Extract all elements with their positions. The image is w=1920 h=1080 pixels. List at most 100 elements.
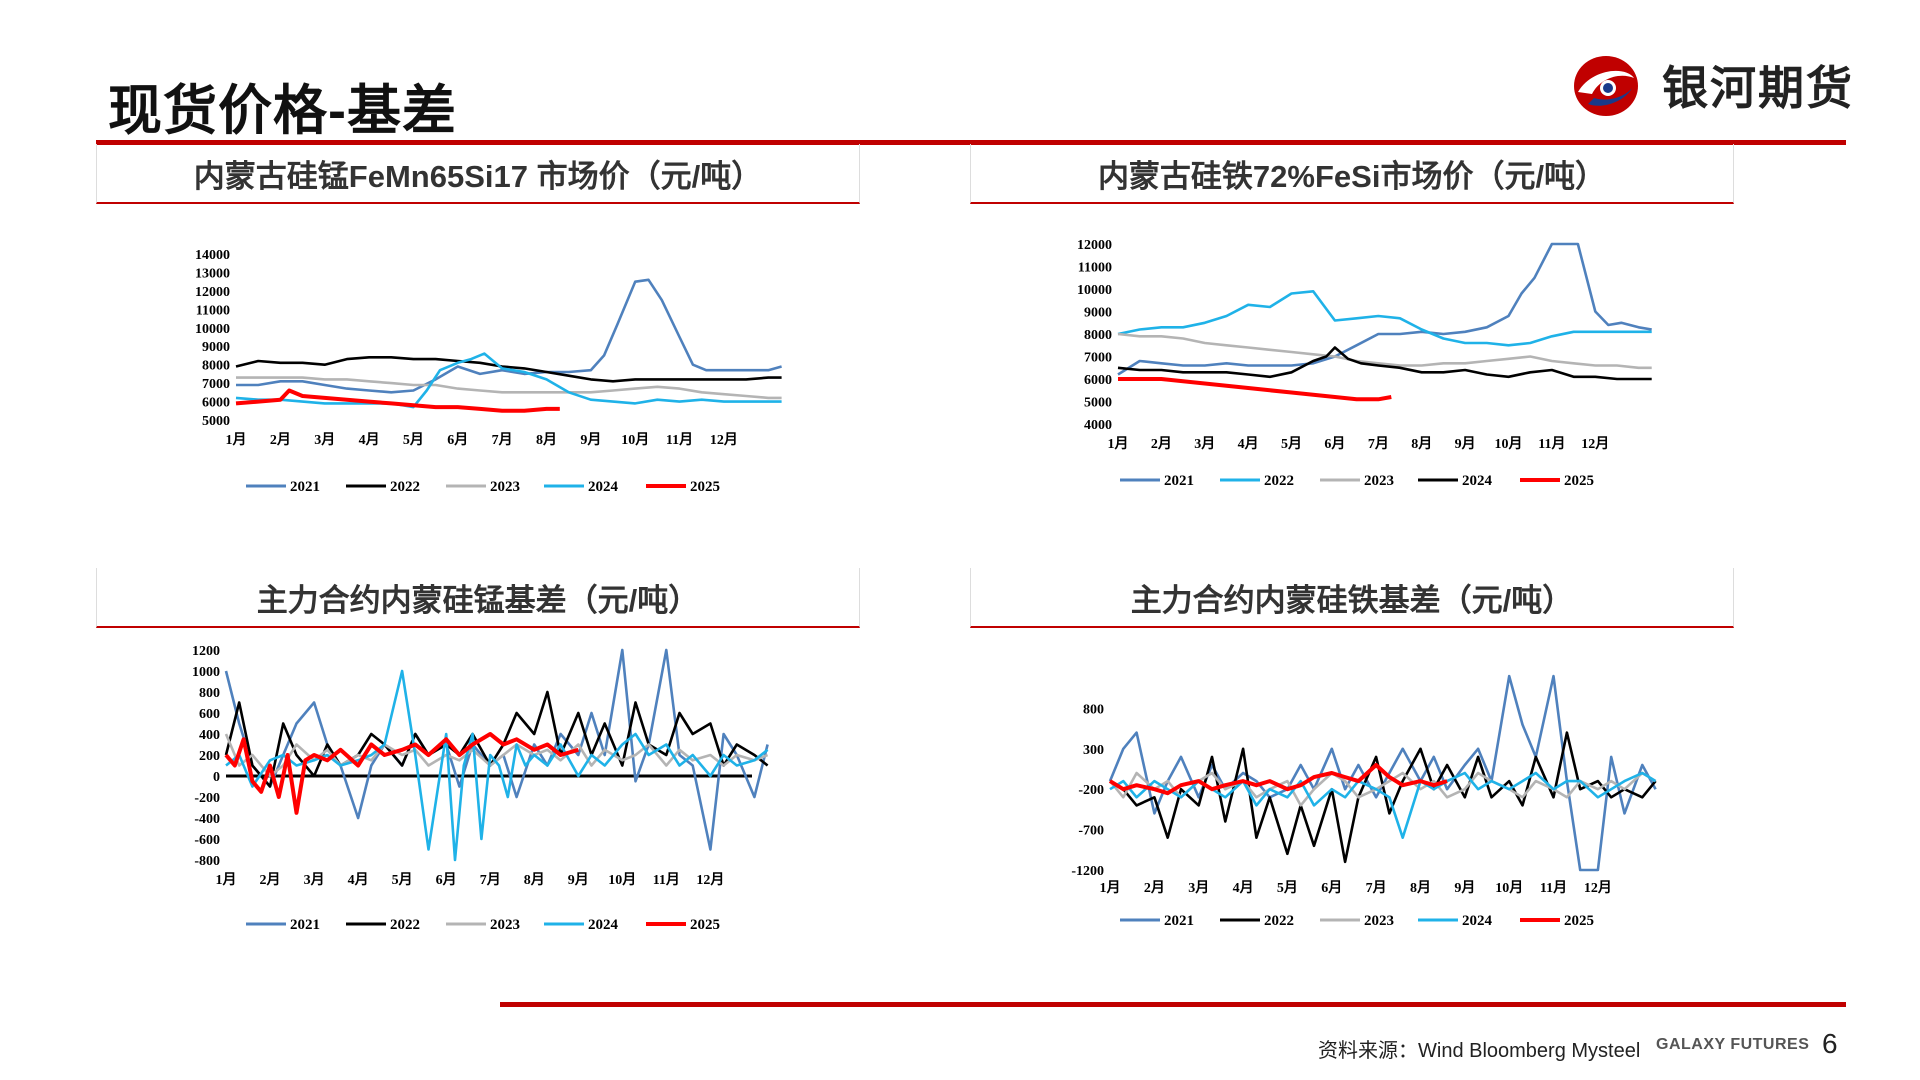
- x-tick-label: 5月: [1281, 436, 1302, 452]
- series-line-2025: [224, 732, 579, 815]
- x-tick-label: 12月: [1581, 436, 1609, 452]
- bottom-divider: [500, 1002, 1846, 1007]
- x-tick-label: 8月: [524, 872, 545, 888]
- series-line-2025: [235, 388, 560, 413]
- y-tick-label: 300: [1083, 743, 1104, 758]
- legend-label-2022: 2022: [1264, 913, 1294, 929]
- y-tick-label: -800: [194, 854, 220, 869]
- y-tick-label: 10000: [1077, 283, 1112, 298]
- x-tick-label: 11月: [1538, 436, 1565, 452]
- x-tick-label: 12月: [696, 872, 724, 888]
- x-tick-label: 8月: [1411, 436, 1432, 452]
- y-tick-label: 10000: [195, 322, 230, 337]
- x-tick-label: 4月: [1238, 436, 1259, 452]
- chart-panel-1: 内蒙古硅锰FeMn65Si17 市场价（元/吨） 14000 13000 12000…: [96, 144, 860, 614]
- x-tick-label: 5月: [1277, 880, 1298, 896]
- y-tick-label: 6000: [1084, 373, 1112, 388]
- x-tick-label: 9月: [580, 432, 601, 448]
- page-number: 6: [1822, 1028, 1838, 1059]
- x-tick-label: 1月: [1108, 436, 1129, 452]
- legend-label-2024: 2024: [1462, 473, 1493, 489]
- x-tick-label: 6月: [436, 872, 457, 888]
- series-line-2025: [1118, 377, 1392, 402]
- chart-panel-4: 主力合约内蒙硅铁基差（元/吨） 800 300 -200 -700 -1200 1月 2月 3…: [970, 568, 1734, 1038]
- x-tick-label: 2月: [1151, 436, 1172, 452]
- x-tick-label: 7月: [1368, 436, 1389, 452]
- legend-label-2021: 2021: [290, 479, 320, 495]
- x-tick-label: 4月: [1233, 880, 1254, 896]
- legend-label-2021: 2021: [1164, 473, 1194, 489]
- series-line-2022: [1109, 731, 1657, 864]
- series-line-2023: [1108, 771, 1657, 807]
- brand-en: GALAXY FUTURES: [1656, 1036, 1810, 1053]
- x-tick-label: 7月: [492, 432, 513, 448]
- brand-name: 银河期货: [1662, 62, 1854, 114]
- chart-1-plot: 14000 13000 12000 11000 10000 9000 8000 7000 600…: [195, 248, 782, 495]
- y-tick-label: 11000: [196, 303, 230, 318]
- y-tick-label: 400: [199, 728, 220, 743]
- chart-2-title: 内蒙古硅铁72%FeSi市场价（元/吨）: [970, 144, 1734, 204]
- series-line-2024: [1117, 346, 1652, 381]
- y-tick-label: 13000: [195, 266, 230, 281]
- x-tick-label: 7月: [1366, 880, 1387, 896]
- x-tick-label: 2月: [1144, 880, 1165, 896]
- legend-label-2022: 2022: [1264, 473, 1294, 489]
- legend-label-2023: 2023: [490, 479, 520, 495]
- x-tick-label: 10月: [1495, 880, 1523, 896]
- y-tick-label: -600: [194, 833, 220, 848]
- x-tick-label: 2月: [260, 872, 281, 888]
- x-tick-label: 6月: [1324, 436, 1345, 452]
- x-tick-label: 8月: [1410, 880, 1431, 896]
- legend-label-2024: 2024: [588, 917, 619, 933]
- legend-label-2022: 2022: [390, 479, 420, 495]
- x-tick-label: 9月: [1455, 436, 1476, 452]
- series-line-2021: [224, 648, 769, 851]
- y-tick-label: 8000: [1084, 328, 1112, 343]
- x-tick-label: 7月: [480, 872, 501, 888]
- y-tick-label: 9000: [1084, 306, 1112, 321]
- series-line-2022: [224, 690, 769, 788]
- y-tick-label: 1200: [192, 644, 220, 659]
- x-tick-label: 11月: [653, 872, 680, 888]
- x-tick-label: 5月: [392, 872, 413, 888]
- y-tick-label: 11000: [1078, 261, 1112, 276]
- x-tick-label: 12月: [710, 432, 738, 448]
- top-divider: [96, 140, 1846, 145]
- x-tick-label: 3月: [1194, 436, 1215, 452]
- x-tick-label: 5月: [403, 432, 424, 448]
- x-tick-label: 6月: [1321, 880, 1342, 896]
- x-tick-label: 9月: [1454, 880, 1475, 896]
- y-tick-label: 9000: [202, 340, 230, 355]
- chart-panel-3: 主力合约内蒙硅锰基差（元/吨） 1200 1000 800 600 400 200 0 -20…: [96, 568, 860, 1038]
- y-tick-label: 600: [199, 707, 220, 722]
- x-tick-label: 4月: [348, 872, 369, 888]
- y-tick-label: 6000: [202, 396, 230, 411]
- x-tick-label: 2月: [270, 432, 291, 448]
- x-tick-label: 12月: [1584, 880, 1612, 896]
- y-tick-label: 1000: [192, 665, 220, 680]
- y-tick-label: 800: [199, 686, 220, 701]
- series-line-2022: [1117, 290, 1652, 347]
- legend-label-2023: 2023: [490, 917, 520, 933]
- source-note: 资料来源：Wind Bloomberg Mysteel: [1318, 1040, 1641, 1062]
- x-tick-label: 11月: [666, 432, 693, 448]
- x-tick-label: 10月: [621, 432, 649, 448]
- series-line-2022: [235, 356, 782, 383]
- y-tick-label: -400: [194, 812, 220, 827]
- legend-label-2021: 2021: [1164, 913, 1194, 929]
- y-tick-label: 7000: [202, 377, 230, 392]
- y-tick-label: 7000: [1084, 351, 1112, 366]
- legend-label-2025: 2025: [1564, 913, 1594, 929]
- y-tick-label: -700: [1078, 824, 1104, 839]
- y-tick-label: 12000: [195, 285, 230, 300]
- logo-mark-icon: [1574, 56, 1638, 116]
- x-tick-label: 11月: [1540, 880, 1567, 896]
- y-tick-label: -200: [194, 791, 220, 806]
- y-tick-label: 8000: [202, 359, 230, 374]
- x-tick-label: 8月: [536, 432, 557, 448]
- x-tick-label: 3月: [304, 872, 325, 888]
- y-tick-label: 0: [213, 770, 220, 785]
- legend-label-2024: 2024: [1462, 913, 1493, 929]
- y-tick-label: 12000: [1077, 238, 1112, 253]
